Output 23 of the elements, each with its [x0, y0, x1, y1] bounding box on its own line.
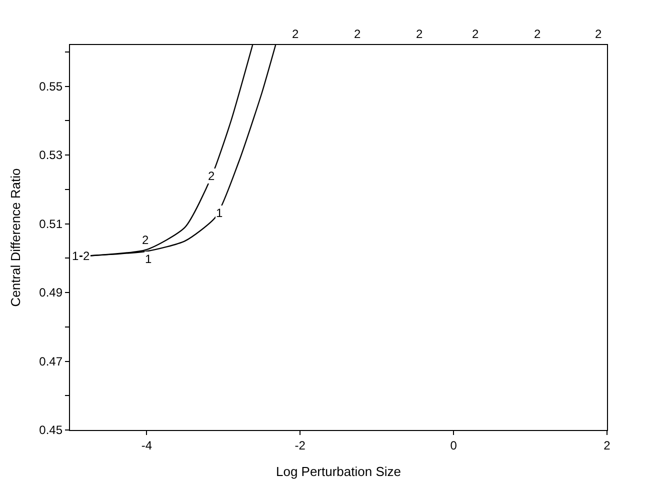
text: 2	[534, 27, 541, 41]
text: 2	[416, 27, 423, 41]
x-tick-label: 2	[604, 438, 611, 452]
x-axis-title: Log Perturbation Size	[276, 464, 402, 480]
y-tick-label: 0.51	[39, 216, 63, 231]
text: 2	[595, 27, 602, 41]
text: 2	[292, 27, 299, 41]
y-axis-title: Central Difference Ratio	[8, 168, 24, 307]
annotation: 1	[145, 252, 152, 266]
x-tick-label: -2	[294, 438, 306, 452]
text: 2	[472, 27, 479, 41]
annotation: 1	[72, 249, 79, 263]
text: 2	[354, 27, 361, 41]
annotation: 1	[216, 206, 223, 220]
x-tick-label: 0	[450, 438, 458, 452]
y-tick-label: 0.47	[39, 354, 63, 368]
annotation: 2	[142, 233, 149, 247]
y-tick-label: 0.49	[39, 286, 63, 300]
y-tick-label: 0.53	[39, 148, 63, 162]
y-tick-label: 0.45	[39, 423, 63, 438]
y-tick-label: 0.55	[39, 79, 63, 94]
x-tick-label: -4	[141, 438, 152, 452]
annotation: 2	[83, 249, 90, 263]
